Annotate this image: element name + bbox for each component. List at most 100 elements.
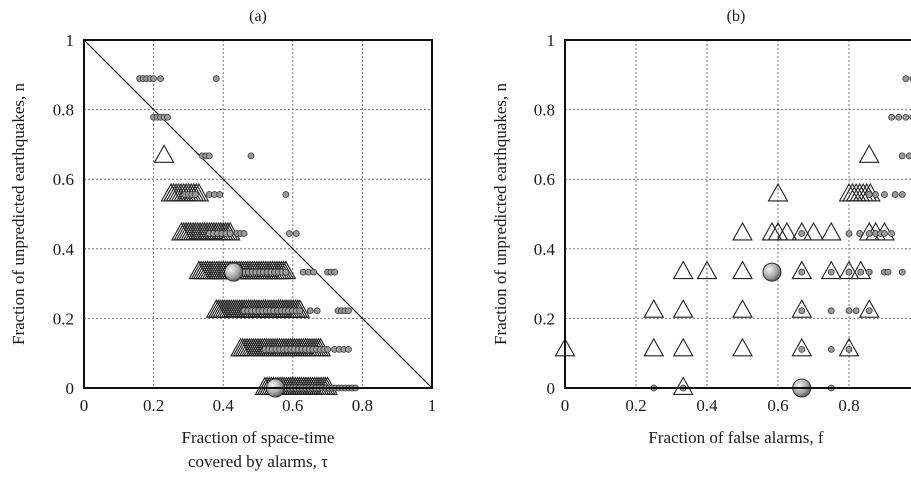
small-circle-marker bbox=[905, 152, 911, 160]
small-circle-marker bbox=[292, 230, 300, 237]
small-circle-marker bbox=[888, 230, 895, 237]
triangle-marker bbox=[803, 221, 824, 241]
small-circle-marker bbox=[240, 230, 248, 237]
y-tick-label: 0 bbox=[66, 379, 75, 398]
small-circle-marker bbox=[865, 268, 873, 276]
triangle-marker bbox=[767, 182, 789, 202]
triangle-marker bbox=[732, 221, 753, 241]
y-tick-label: 1 bbox=[66, 31, 75, 50]
panel-a-marks bbox=[83, 39, 433, 398]
small-circle-marker bbox=[902, 113, 910, 121]
small-circle-marker bbox=[282, 268, 290, 276]
triangle-marker bbox=[791, 260, 813, 280]
small-circle-marker bbox=[872, 191, 880, 198]
triangle-marker bbox=[791, 299, 813, 318]
small-circle-marker bbox=[884, 268, 892, 276]
triangle-marker bbox=[858, 144, 880, 163]
panel-b-marks bbox=[554, 75, 911, 398]
small-circle-marker bbox=[306, 307, 314, 315]
triangle-marker bbox=[672, 299, 694, 318]
panel-b: (b) 0 0.2 0.4 0.6 0.8 0 0.2 0.4 0.6 0.8 1 Fractio… bbox=[491, 8, 911, 447]
panel-a-label: (a) bbox=[249, 8, 267, 25]
small-circle-marker bbox=[191, 191, 199, 198]
large-circle-marker bbox=[762, 262, 782, 282]
small-circle-marker bbox=[881, 230, 888, 237]
triangle-marker bbox=[732, 337, 753, 357]
small-circle-marker bbox=[150, 75, 158, 83]
x-tick-label: 1 bbox=[428, 396, 437, 415]
small-circle-marker bbox=[898, 268, 906, 276]
small-circle-marker bbox=[827, 307, 835, 315]
y-tick-label: 0.2 bbox=[534, 309, 555, 328]
small-circle-marker bbox=[324, 345, 332, 353]
small-circle-marker bbox=[285, 230, 293, 237]
small-circle-marker bbox=[865, 307, 873, 315]
triangle-marker bbox=[858, 299, 880, 318]
triangle-marker bbox=[838, 337, 860, 357]
panel-b-frame bbox=[564, 39, 911, 389]
small-circle-marker bbox=[845, 307, 853, 315]
small-circle-marker bbox=[313, 307, 321, 315]
small-circle-marker bbox=[216, 191, 224, 198]
small-circle-marker bbox=[845, 268, 853, 276]
small-circle-marker bbox=[898, 191, 906, 198]
panel-b-x-ticks: 0 0.2 0.4 0.6 0.8 bbox=[561, 396, 860, 415]
small-circle-marker bbox=[845, 230, 853, 237]
triangle-marker bbox=[838, 260, 860, 280]
small-circle-marker bbox=[331, 268, 338, 276]
x-tick-label: 0.4 bbox=[696, 396, 718, 415]
triangle-marker bbox=[820, 221, 842, 241]
panel-b-x-label: Fraction of false alarms, f bbox=[648, 428, 823, 447]
triangle-marker bbox=[791, 337, 813, 357]
panel-a-y-label: Fraction of unpredicted earthquakes, n bbox=[9, 83, 28, 345]
panel-a: (a) 0 0.2 0.4 0.6 0.8 1 0 0.2 0.4 0.6 0.8 1 Fracti… bbox=[9, 8, 436, 471]
small-circle-marker bbox=[247, 152, 255, 160]
x-tick-label: 0.2 bbox=[625, 396, 646, 415]
triangle-marker bbox=[732, 299, 753, 318]
x-tick-label: 0.6 bbox=[282, 396, 303, 415]
triangle-marker bbox=[153, 144, 175, 163]
small-circle-marker bbox=[157, 75, 164, 83]
triangle-marker bbox=[732, 260, 753, 280]
panel-b-y-label: Fraction of unpredicted earthquakes, n bbox=[491, 83, 510, 345]
triangle-marker bbox=[850, 260, 872, 280]
panel-b-grid bbox=[565, 40, 911, 388]
triangle-marker bbox=[672, 376, 694, 396]
large-circle-marker bbox=[224, 262, 244, 282]
triangle-marker bbox=[672, 260, 694, 280]
small-circle-marker bbox=[798, 230, 806, 237]
x-tick-label: 0.4 bbox=[213, 396, 235, 415]
triangle-marker bbox=[776, 221, 798, 241]
small-circle-marker bbox=[205, 152, 213, 160]
small-circle-marker bbox=[827, 268, 835, 276]
y-tick-label: 0.6 bbox=[53, 170, 74, 189]
small-circle-marker bbox=[164, 113, 171, 121]
panel-a-frame bbox=[83, 39, 433, 389]
small-circle-marker bbox=[852, 307, 860, 315]
y-tick-label: 1 bbox=[547, 31, 556, 50]
y-tick-label: 0.4 bbox=[53, 240, 75, 259]
x-tick-label: 0.2 bbox=[143, 396, 164, 415]
small-circle-marker bbox=[845, 345, 853, 353]
small-circle-marker bbox=[798, 307, 806, 315]
panel-a-x-label-line2: covered by alarms, τ bbox=[188, 452, 328, 471]
y-tick-label: 0.8 bbox=[534, 101, 555, 120]
small-circle-marker bbox=[345, 345, 352, 353]
small-circle-marker bbox=[891, 191, 899, 198]
y-tick-label: 0.4 bbox=[534, 240, 556, 259]
small-circle-marker bbox=[888, 113, 895, 121]
small-circle-marker bbox=[881, 191, 888, 198]
panel-a-grid bbox=[84, 40, 432, 388]
small-circle-marker bbox=[857, 268, 865, 276]
panel-a-x-ticks: 0 0.2 0.4 0.6 0.8 1 bbox=[80, 396, 437, 415]
y-tick-label: 0.6 bbox=[534, 170, 555, 189]
x-tick-label: 0.8 bbox=[838, 396, 859, 415]
small-circle-marker bbox=[296, 307, 304, 315]
triangle-marker bbox=[791, 221, 813, 241]
small-circle-marker bbox=[902, 75, 910, 83]
panel-a-x-label-line1: Fraction of space-time bbox=[182, 428, 335, 447]
small-circle-marker bbox=[212, 75, 220, 83]
x-tick-label: 0.8 bbox=[352, 396, 373, 415]
y-tick-label: 0 bbox=[547, 379, 556, 398]
small-circle-marker bbox=[865, 230, 873, 237]
